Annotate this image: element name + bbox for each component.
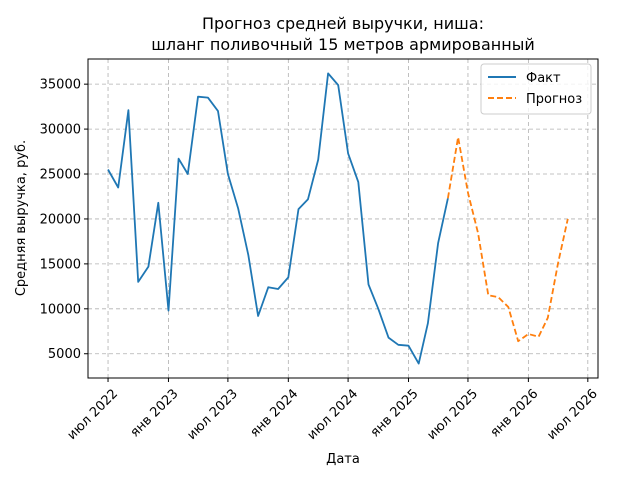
x-tick-label: янв 2024 — [247, 386, 301, 440]
y-tick-label: 30000 — [40, 123, 81, 138]
series-lines — [107, 72, 569, 365]
y-axis-label: Средняя выручка, руб. — [14, 140, 29, 296]
x-tick-label: июл 2026 — [544, 386, 601, 443]
x-tick-label: янв 2023 — [128, 386, 182, 440]
y-tick-label: 15000 — [40, 257, 81, 272]
x-tick-label: янв 2026 — [488, 386, 542, 440]
x-tick-label: янв 2025 — [368, 386, 422, 440]
chart-title-line-1: Прогноз средней выручки, ниша: — [202, 14, 484, 33]
x-axis-label: Дата — [326, 452, 360, 467]
x-tick-label: июл 2022 — [65, 386, 122, 443]
x-axis-ticks: июл 2022 янв 2023 июл 2023 янв 2024 июл 2024… — [65, 378, 601, 443]
legend-label-forecast: Прогноз — [526, 92, 582, 107]
series-line-forecast — [447, 136, 569, 343]
x-tick-label: июл 2023 — [184, 386, 241, 443]
legend-label-fact: Факт — [526, 71, 561, 86]
x-tick-label: июл 2024 — [305, 386, 362, 443]
y-tick-label: 35000 — [40, 78, 81, 93]
y-tick-label: 10000 — [40, 302, 81, 317]
grid — [88, 59, 598, 378]
y-tick-label: 25000 — [40, 168, 81, 183]
y-tick-label: 20000 — [40, 212, 81, 227]
series-line-fact — [107, 72, 449, 365]
legend: Факт Прогноз — [480, 63, 592, 115]
x-tick-label: июл 2025 — [424, 386, 481, 443]
y-tick-label: 5000 — [48, 347, 81, 362]
chart-title-line-2: шланг поливочный 15 метров армированный — [151, 35, 534, 54]
y-axis-ticks: 5000 10000 15000 20000 25000 30000 35000 — [40, 78, 88, 362]
